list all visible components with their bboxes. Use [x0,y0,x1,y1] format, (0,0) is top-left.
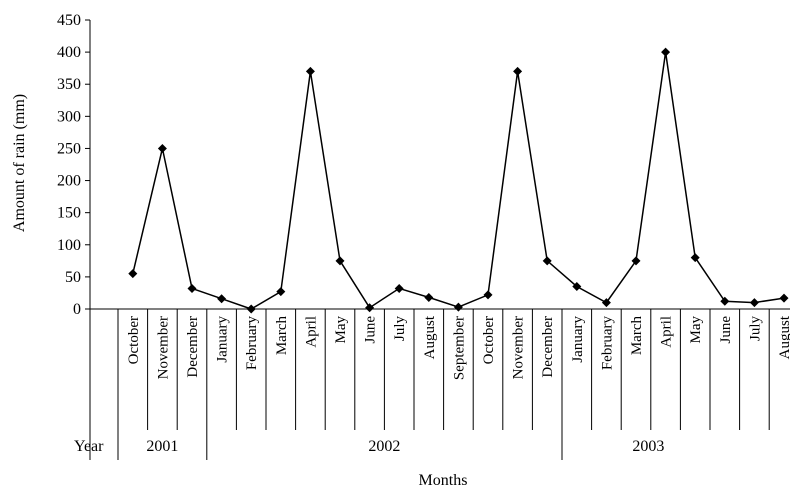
month-label: November [155,316,171,379]
month-label: February [599,316,615,371]
month-label: August [777,315,790,359]
y-tick-label: 450 [57,12,81,29]
category-table [89,308,790,460]
y-tick-label: 200 [57,173,81,190]
data-point-marker [453,302,463,312]
year-row-label: Year [74,438,104,455]
series-line [132,51,785,310]
y-tick-label: 400 [57,44,81,61]
month-label: January [570,316,586,363]
data-point-marker [305,66,315,76]
data-point-marker [157,143,167,153]
month-label: March [274,316,290,356]
data-point-marker [246,304,256,314]
month-label: July [747,316,763,342]
data-point-marker [601,298,611,308]
data-point-marker [217,294,227,304]
month-label: December [185,316,201,378]
data-point-marker [631,256,641,266]
y-tick-label: 300 [57,108,81,125]
data-point-marker [690,253,700,263]
month-label: April [659,316,675,348]
y-tick-label: 0 [73,301,81,318]
data-point-marker [572,282,582,292]
data-point-marker [542,256,552,266]
data-point-marker [720,296,730,306]
month-label: October [481,316,497,364]
y-tick-label: 150 [57,205,81,222]
month-label: December [540,316,556,378]
month-label: July [392,316,408,342]
y-axis-title: Amount of rain (mm) [11,94,28,232]
month-labels: October November December January February Ma… [126,315,790,380]
month-label: October [126,316,142,364]
month-label: February [244,316,260,371]
year-labels: 2001 2002 2003 [146,438,664,455]
month-label: January [215,316,231,363]
month-label: March [629,316,645,356]
year-label: 2002 [368,438,400,455]
month-label: June [718,316,734,344]
data-point-marker [128,269,138,279]
y-axis-ticks: 0 50 100 150 200 250 300 350 400 450 [57,12,91,318]
data-point-marker [483,290,493,300]
data-point-marker [424,292,434,302]
x-axis-title: Months [419,472,468,489]
data-point-marker [779,293,789,303]
year-label: 2001 [146,438,178,455]
data-point-marker [661,47,671,57]
month-label: November [511,316,527,379]
data-point-marker [394,283,404,293]
year-label: 2003 [632,438,664,455]
rainfall-series [128,47,789,314]
month-label: April [303,316,319,348]
data-point-marker [365,303,375,313]
data-point-marker [749,298,759,308]
month-label: May [688,316,704,344]
data-point-marker [335,256,345,266]
y-tick-label: 350 [57,76,81,93]
y-tick-label: 50 [65,269,81,286]
month-label: September [451,316,467,380]
data-point-marker [276,287,286,297]
data-point-marker [187,283,197,293]
y-tick-label: 100 [57,237,81,254]
data-point-marker [513,66,523,76]
month-label: August [422,315,438,359]
month-label: May [333,316,349,344]
month-label: June [363,316,379,344]
y-tick-label: 250 [57,140,81,157]
